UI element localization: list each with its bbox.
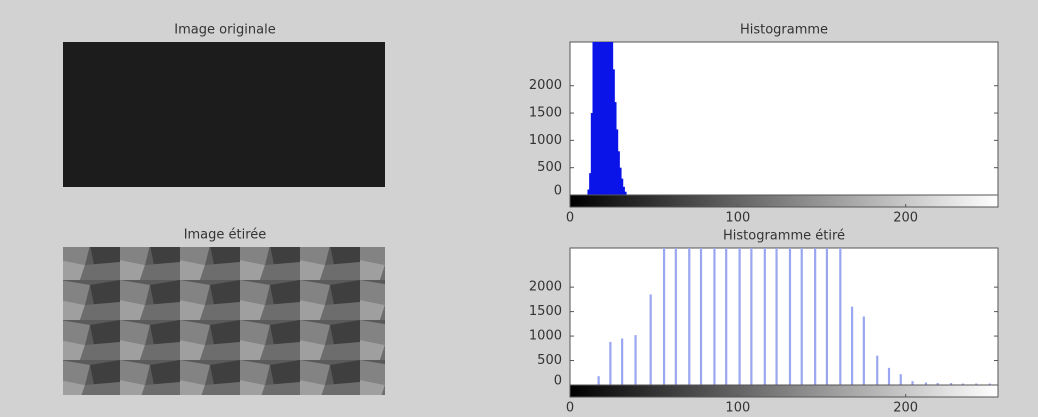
y-tick-label: 2000: [529, 78, 562, 93]
y-tick-label: 1500: [529, 304, 562, 319]
bar: [634, 335, 636, 385]
bar: [621, 339, 623, 385]
bar: [888, 368, 890, 385]
y-tick-label: 500: [537, 353, 562, 368]
bar: [609, 342, 611, 385]
bar: [876, 356, 878, 385]
chart-title: Histogramme: [740, 23, 828, 38]
figure: Image originale Image étirée Histogramme…: [0, 0, 1038, 417]
y-tick-label: 1500: [529, 106, 562, 121]
x-tick-label: 200: [893, 211, 918, 226]
colorbar: [570, 385, 998, 397]
bar: [598, 376, 600, 385]
y-tick-label: 1000: [529, 133, 562, 148]
x-tick-label: 100: [725, 401, 750, 416]
x-tick-label: 200: [893, 401, 918, 416]
image-title: Image originale: [174, 23, 275, 38]
y-tick-label: 2000: [529, 280, 562, 295]
image-title: Image étirée: [184, 228, 267, 243]
chart-title: Histogramme étiré: [723, 229, 845, 244]
y-tick-label: 1000: [529, 329, 562, 344]
plot-area: [570, 42, 998, 195]
plot-area: [570, 248, 998, 385]
bar: [911, 381, 913, 385]
x-tick-label: 0: [566, 401, 574, 416]
x-tick-label: 0: [566, 211, 574, 226]
y-tick-label: 0: [554, 184, 562, 199]
bar: [650, 294, 652, 385]
original-image: [63, 42, 385, 187]
y-tick-label: 500: [537, 160, 562, 175]
stretched-image-shade: [63, 247, 385, 395]
bar: [851, 307, 853, 385]
colorbar: [570, 195, 998, 207]
bar: [900, 374, 902, 385]
y-tick-label: 0: [554, 374, 562, 389]
x-tick-label: 100: [725, 211, 750, 226]
bar: [863, 317, 865, 386]
